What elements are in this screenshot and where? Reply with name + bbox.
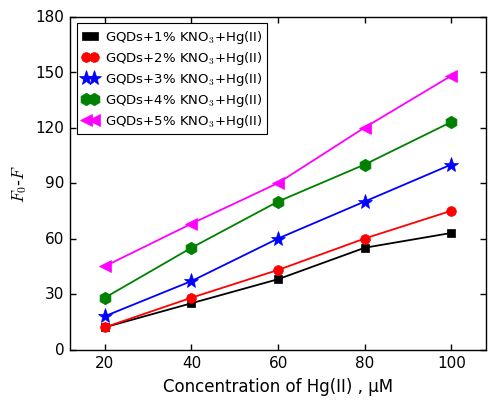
GQDs+4% KNO$_3$+Hg(II) bbox=[448, 120, 454, 125]
GQDs+2% KNO$_3$+Hg(II) bbox=[102, 325, 108, 330]
GQDs+2% KNO$_3$+Hg(II) bbox=[188, 296, 194, 301]
GQDs+1% KNO$_3$+Hg(II) bbox=[102, 325, 108, 330]
Y-axis label: $F_0$-$F$: $F_0$-$F$ bbox=[10, 164, 29, 202]
GQDs+4% KNO$_3$+Hg(II) bbox=[188, 246, 194, 251]
GQDs+1% KNO$_3$+Hg(II) bbox=[275, 277, 281, 282]
GQDs+1% KNO$_3$+Hg(II) bbox=[188, 301, 194, 306]
GQDs+4% KNO$_3$+Hg(II) bbox=[275, 200, 281, 205]
GQDs+3% KNO$_3$+Hg(II) bbox=[362, 200, 368, 205]
GQDs+4% KNO$_3$+Hg(II) bbox=[362, 163, 368, 168]
Line: GQDs+5% KNO$_3$+Hg(II): GQDs+5% KNO$_3$+Hg(II) bbox=[99, 70, 458, 273]
Line: GQDs+1% KNO$_3$+Hg(II): GQDs+1% KNO$_3$+Hg(II) bbox=[101, 229, 455, 332]
GQDs+5% KNO$_3$+Hg(II) bbox=[275, 181, 281, 186]
GQDs+5% KNO$_3$+Hg(II) bbox=[362, 126, 368, 131]
GQDs+3% KNO$_3$+Hg(II) bbox=[448, 163, 454, 168]
Legend: GQDs+1% KNO$_3$+Hg(II), GQDs+2% KNO$_3$+Hg(II), GQDs+3% KNO$_3$+Hg(II), GQDs+4% : GQDs+1% KNO$_3$+Hg(II), GQDs+2% KNO$_3$+… bbox=[77, 24, 267, 135]
GQDs+1% KNO$_3$+Hg(II) bbox=[362, 246, 368, 251]
Line: GQDs+3% KNO$_3$+Hg(II): GQDs+3% KNO$_3$+Hg(II) bbox=[97, 158, 459, 324]
GQDs+2% KNO$_3$+Hg(II) bbox=[275, 268, 281, 273]
GQDs+2% KNO$_3$+Hg(II) bbox=[448, 209, 454, 214]
GQDs+1% KNO$_3$+Hg(II) bbox=[448, 231, 454, 236]
Line: GQDs+4% KNO$_3$+Hg(II): GQDs+4% KNO$_3$+Hg(II) bbox=[99, 116, 458, 304]
GQDs+3% KNO$_3$+Hg(II) bbox=[275, 237, 281, 241]
GQDs+5% KNO$_3$+Hg(II) bbox=[188, 222, 194, 226]
GQDs+3% KNO$_3$+Hg(II) bbox=[102, 314, 108, 319]
GQDs+4% KNO$_3$+Hg(II) bbox=[102, 296, 108, 301]
GQDs+5% KNO$_3$+Hg(II) bbox=[448, 74, 454, 79]
GQDs+2% KNO$_3$+Hg(II) bbox=[362, 237, 368, 241]
GQDs+3% KNO$_3$+Hg(II) bbox=[188, 279, 194, 284]
GQDs+5% KNO$_3$+Hg(II) bbox=[102, 264, 108, 269]
Line: GQDs+2% KNO$_3$+Hg(II): GQDs+2% KNO$_3$+Hg(II) bbox=[100, 207, 456, 333]
X-axis label: Concentration of Hg(II) , μM: Concentration of Hg(II) , μM bbox=[163, 377, 393, 395]
